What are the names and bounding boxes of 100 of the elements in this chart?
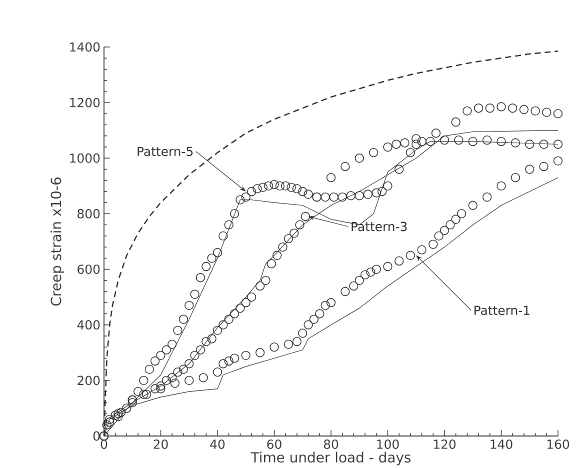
point: [128, 398, 137, 408]
y-axis-title: Creep strain x10-6: [50, 178, 64, 306]
x-tick-label: 140: [490, 440, 512, 449]
point: [236, 304, 245, 313]
point: [508, 104, 518, 113]
point: [212, 368, 222, 377]
x-tick-label: 80: [324, 440, 338, 449]
point: [198, 373, 208, 382]
point: [173, 368, 182, 377]
point: [326, 173, 336, 182]
point: [372, 264, 381, 274]
point: [207, 334, 216, 344]
x-tick-label: 60: [267, 440, 282, 449]
point: [178, 364, 188, 374]
point: [383, 262, 392, 272]
point: [218, 359, 228, 368]
point: [196, 345, 206, 354]
point: [284, 340, 294, 349]
point: [114, 412, 123, 422]
point: [168, 373, 177, 382]
point: [496, 181, 506, 191]
point: [255, 281, 265, 291]
point: [150, 384, 160, 394]
y-tick-label: 800: [78, 208, 100, 218]
point: [485, 104, 494, 113]
point: [539, 162, 548, 172]
point: [482, 192, 492, 202]
point: [496, 102, 506, 112]
point: [394, 256, 404, 266]
point: [224, 356, 234, 366]
point: [320, 300, 330, 310]
x-tick-label: 160: [547, 440, 570, 449]
point: [360, 270, 370, 280]
point: [128, 395, 137, 404]
point: [446, 220, 455, 230]
point: [368, 148, 378, 158]
point: [241, 298, 250, 308]
point: [440, 226, 450, 235]
y-tick-label: 400: [77, 320, 100, 330]
point: [510, 173, 520, 182]
point: [162, 376, 172, 386]
point: [304, 320, 313, 330]
point: [525, 164, 534, 174]
point: [542, 108, 552, 117]
point: [218, 320, 228, 330]
point: [451, 214, 460, 224]
point: [406, 250, 416, 260]
point: [354, 276, 364, 285]
point: [354, 154, 364, 163]
annotation: Pattern-5: [138, 146, 193, 156]
y-tick-label: 600: [78, 264, 100, 274]
point: [309, 314, 319, 324]
point: [366, 267, 376, 277]
y-tick-label: 0: [93, 431, 100, 441]
y-tick-label: 1200: [70, 98, 100, 108]
point: [212, 326, 222, 335]
point: [224, 314, 234, 324]
point: [142, 390, 152, 399]
point: [451, 117, 460, 127]
point: [553, 109, 563, 118]
point: [400, 138, 410, 148]
point: [284, 234, 294, 244]
point: [434, 231, 444, 241]
x-tick-label: 20: [154, 440, 168, 449]
point: [272, 250, 282, 260]
point: [315, 309, 324, 318]
point: [190, 350, 200, 360]
point: [114, 409, 123, 418]
point: [428, 240, 438, 249]
point: [340, 162, 350, 172]
point: [230, 309, 240, 318]
point: [530, 106, 540, 116]
point: [290, 228, 299, 238]
point: [462, 106, 472, 116]
point: [105, 418, 114, 427]
point: [170, 378, 180, 388]
point: [431, 128, 441, 138]
point: [340, 286, 350, 296]
point: [519, 104, 529, 114]
annotation: Pattern-3: [352, 222, 407, 232]
point: [456, 209, 466, 218]
point: [292, 336, 302, 346]
point: [261, 276, 270, 285]
point: [298, 328, 308, 338]
x-tick-label: 120: [434, 440, 456, 449]
x-tick-label: 40: [210, 440, 225, 449]
point: [255, 348, 265, 358]
point: [184, 376, 194, 386]
point: [468, 200, 478, 210]
point: [202, 336, 211, 346]
point: [156, 381, 166, 391]
point: [156, 384, 166, 394]
annotation: Pattern-1: [474, 306, 530, 316]
y-tick-label: 1000: [70, 153, 100, 163]
point: [278, 242, 288, 252]
point: [295, 220, 304, 230]
point: [241, 350, 250, 360]
point: [383, 142, 392, 152]
x-tick-label: 100: [377, 440, 399, 449]
point: [326, 298, 336, 308]
